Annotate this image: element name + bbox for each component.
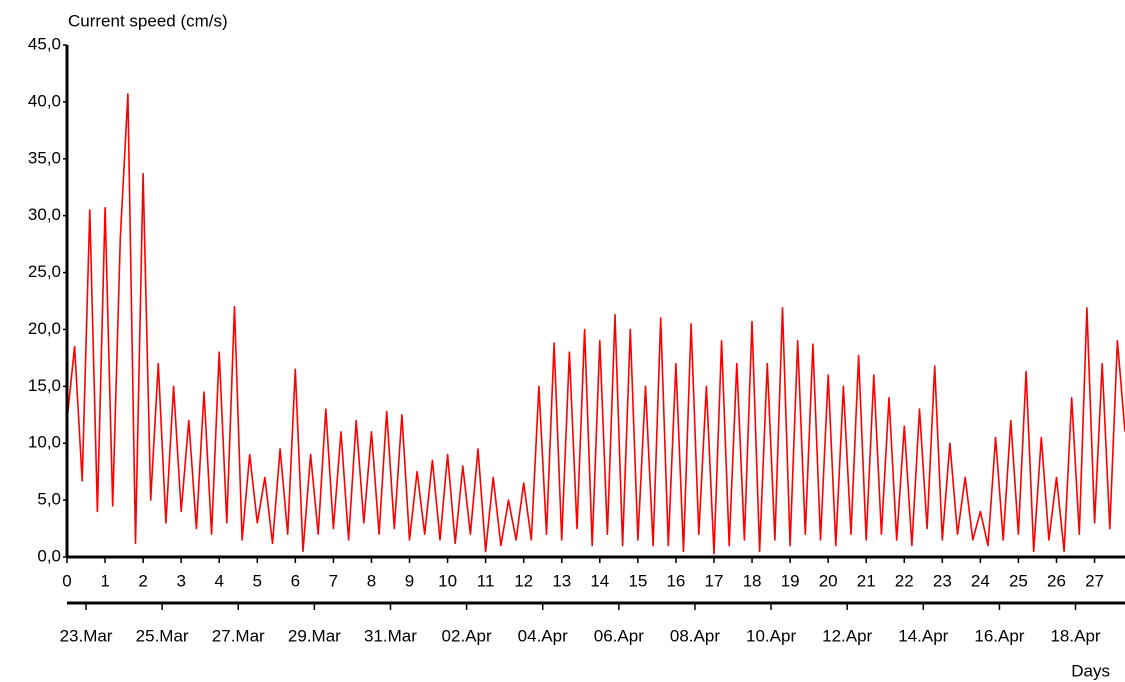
x-tick-label: 6 [291,571,300,590]
x-tick-label: 18 [743,571,762,590]
y-tick-label: 25,0 [28,262,61,281]
date-tick-label: 12.Apr [822,626,872,645]
x-tick-label: 19 [781,571,800,590]
x-tick-label: 24 [971,571,990,590]
date-tick-label: 31.Mar [364,626,417,645]
x-tick-label: 20 [819,571,838,590]
date-tick-label: 08.Apr [670,626,720,645]
x-tick-label: 17 [705,571,724,590]
x-tick-label: 22 [895,571,914,590]
date-tick-label: 04.Apr [518,626,568,645]
y-tick-label: 10,0 [28,433,61,452]
x-tick-label: 0 [62,571,71,590]
date-tick-label: 25.Mar [136,626,189,645]
x-tick-label: 11 [477,571,495,590]
x-tick-label: 15 [628,571,647,590]
x-tick-label: 8 [367,571,376,590]
x-tick-label: 26 [1047,571,1066,590]
y-tick-label: 40,0 [28,91,61,110]
x-tick-label: 3 [176,571,185,590]
x-tick-label: 9 [405,571,414,590]
y-tick-label: 5,0 [37,490,61,509]
x-tick-label: 10 [438,571,457,590]
x-tick-label: 16 [666,571,685,590]
x-tick-label: 7 [329,571,338,590]
x-tick-label: 14 [590,571,609,590]
x-axis-label: Days [1071,661,1110,680]
date-tick-label: 18.Apr [1050,626,1100,645]
y-tick-label: 30,0 [28,205,61,224]
y-tick-label: 0,0 [37,546,61,565]
x-tick-label: 1 [100,571,109,590]
x-tick-label: 25 [1009,571,1028,590]
y-tick-label: 20,0 [28,319,61,338]
date-tick-label: 06.Apr [594,626,644,645]
date-tick-label: 16.Apr [974,626,1024,645]
y-axis-label: Current speed (cm/s) [68,11,228,30]
x-tick-label: 21 [857,571,876,590]
date-tick-label: 27.Mar [212,626,265,645]
y-tick-label: 45,0 [28,34,61,53]
x-tick-label: 23 [933,571,952,590]
date-tick-label: 10.Apr [746,626,796,645]
data-line [66,93,1125,555]
x-tick-label: 27 [1085,571,1104,590]
x-tick-label: 13 [552,571,571,590]
x-tick-label: 12 [514,571,533,590]
x-tick-label: 5 [253,571,262,590]
y-tick-label: 15,0 [28,376,61,395]
date-tick-label: 02.Apr [442,626,492,645]
date-tick-label: 29.Mar [288,626,341,645]
date-tick-label: 14.Apr [898,626,948,645]
x-tick-label: 4 [214,571,223,590]
x-tick-label: 2 [138,571,147,590]
date-tick-label: 23.Mar [60,626,113,645]
y-tick-label: 35,0 [28,148,61,167]
